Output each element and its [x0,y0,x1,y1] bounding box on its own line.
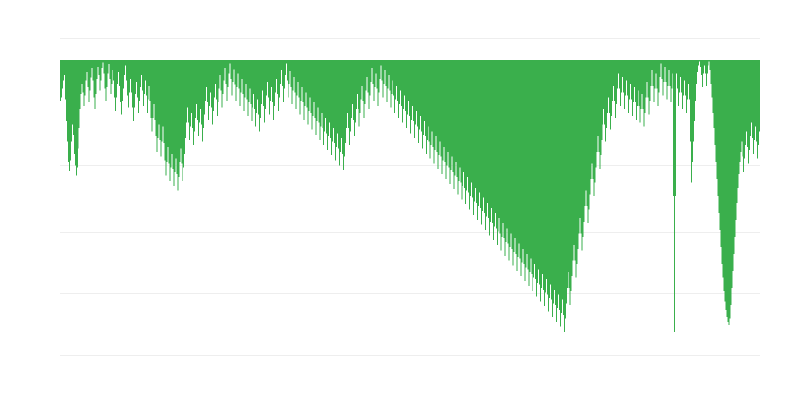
drawdown-area-series [60,60,760,332]
